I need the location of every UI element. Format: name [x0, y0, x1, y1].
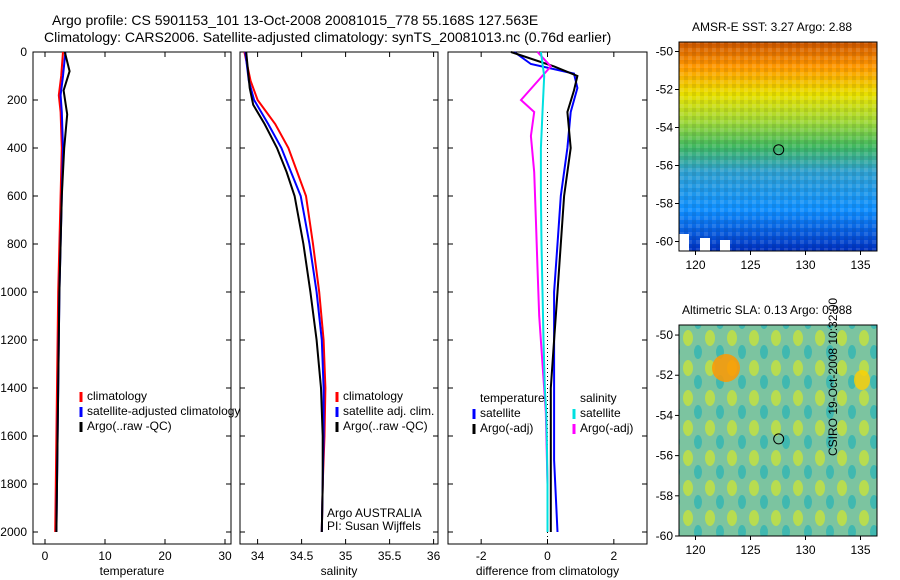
side-stamp: CSIRO 19-Oct-2008 10:32:00 — [826, 297, 840, 456]
x-tick-label: 0 — [42, 549, 49, 563]
x-tick-label: 0 — [544, 549, 551, 563]
x-tick-label: 2 — [610, 549, 617, 563]
legend-label: satellite — [480, 406, 521, 420]
figure-title-line1: Argo profile: CS 5901153_101 13-Oct-2008… — [52, 12, 539, 28]
y-tick-label: -52 — [656, 83, 674, 97]
x-tick-label: 30 — [218, 549, 232, 563]
x-tick-label: 20 — [158, 549, 172, 563]
argo-position-marker — [773, 144, 785, 156]
series-line-satellite — [539, 51, 549, 532]
y-tick-label: -50 — [656, 328, 674, 342]
legend-label: Argo(..raw -QC) — [87, 419, 172, 433]
y-tick-label: 1000 — [0, 285, 27, 299]
y-tick-label: -54 — [656, 408, 674, 422]
x-tick-label: 10 — [98, 549, 112, 563]
y-tick-label: 400 — [7, 141, 27, 155]
x-axis-label: difference from climatology — [476, 564, 619, 578]
y-tick-label: 0 — [20, 45, 27, 59]
series-line-argo-raw-qc- — [245, 51, 324, 533]
x-tick-label: 120 — [685, 258, 705, 272]
y-tick-label: -58 — [656, 197, 674, 211]
y-tick-label: -56 — [656, 159, 674, 173]
x-tick-label: 125 — [740, 258, 760, 272]
x-tick-label: 35 — [339, 549, 353, 563]
x-axis-label: salinity — [321, 564, 358, 578]
series-line-climatology — [243, 51, 327, 533]
y-tick-label: 1600 — [0, 429, 27, 443]
y-tick-label: 2000 — [0, 525, 27, 539]
x-tick-label: 120 — [685, 543, 705, 557]
y-tick-label: -54 — [656, 121, 674, 135]
x-axis-label: temperature — [100, 564, 165, 578]
legend-label: satellite — [580, 406, 621, 420]
x-tick-label: 130 — [795, 258, 815, 272]
y-tick-label: 1800 — [0, 477, 27, 491]
sla-map-title: Altimetric SLA: 0.13 Argo: 0.088 — [682, 303, 853, 317]
sla-map — [678, 324, 878, 537]
map-axes-4: 120 125 130 135 -50 -52 -54 -56 -58 -60 — [656, 328, 871, 557]
map-axes-3: 120 125 130 135 -50 -52 -54 -56 -58 -60 — [656, 45, 871, 273]
y-tick-label: -60 — [656, 529, 674, 543]
x-tick-label: 130 — [795, 543, 815, 557]
y-tick-label: 800 — [7, 237, 27, 251]
x-tick-label: 36 — [427, 549, 441, 563]
legend-label: Argo(-adj) — [480, 421, 533, 435]
series-line-argo-adj- — [510, 51, 579, 532]
legend-label: Argo(..raw -QC) — [343, 419, 428, 433]
y-tick-label: -60 — [656, 235, 674, 249]
profile-panel-0: 0 10 20 30 0 200 400 600 800 1000 1200 1400 1600 1800… — [0, 45, 240, 578]
y-tick-label: 1400 — [0, 381, 27, 395]
legend-label: satellite-adjusted climatology — [87, 404, 240, 418]
legend-label: climatology — [87, 389, 147, 403]
y-tick-label: 1200 — [0, 333, 27, 347]
series-line-satellite-adj-clim- — [244, 51, 325, 533]
x-tick-label: 34.5 — [290, 549, 314, 563]
y-tick-label: -56 — [656, 449, 674, 463]
x-tick-label: 135 — [850, 258, 870, 272]
series-line-argo-raw-qc- — [55, 51, 71, 533]
y-tick-label: -58 — [656, 489, 674, 503]
x-tick-label: 135 — [850, 543, 870, 557]
x-tick-label: 34 — [251, 549, 265, 563]
legend-label: salinity — [580, 391, 617, 405]
x-tick-label: 125 — [740, 543, 760, 557]
series-line-climatology — [54, 51, 64, 533]
argo-position-marker — [773, 433, 785, 445]
y-tick-label: 200 — [7, 93, 27, 107]
figure-title-line2: Climatology: CARS2006. Satellite-adjuste… — [44, 29, 612, 45]
legend-label: temperature — [480, 391, 545, 405]
x-tick-label: 35.5 — [378, 549, 402, 563]
salinity-annotation-1: Argo AUSTRALIA — [327, 506, 422, 520]
sst-map-title: AMSR-E SST: 3.27 Argo: 2.88 — [692, 20, 853, 34]
legend-label: climatology — [343, 389, 403, 403]
legend-label: Argo(-adj) — [580, 421, 633, 435]
profile-panel-1: 34 34.5 35 35.5 36 salinity climatologysatelli… — [239, 51, 441, 578]
y-tick-label: -52 — [656, 368, 674, 382]
sst-map — [678, 41, 878, 252]
x-tick-label: -2 — [476, 549, 487, 563]
legend-label: satellite adj. clim. — [343, 404, 434, 418]
salinity-annotation-2: PI: Susan Wijffels — [327, 519, 421, 533]
y-tick-label: -50 — [656, 45, 674, 59]
y-tick-label: 600 — [7, 189, 27, 203]
